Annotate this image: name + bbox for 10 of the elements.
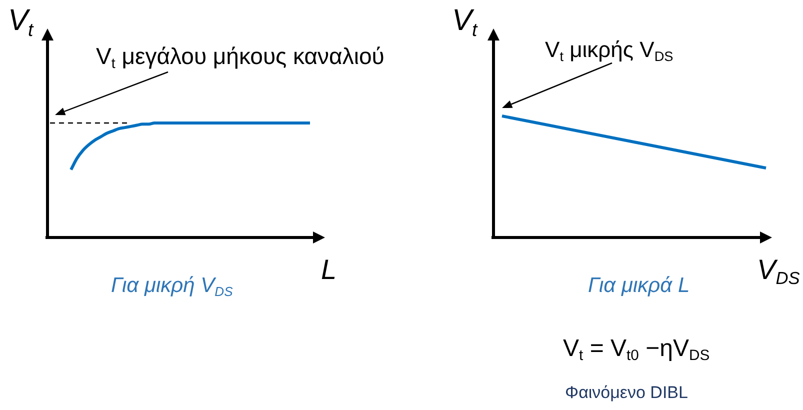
y-axis-title: V$_{t}$: [452, 4, 478, 40]
y-axis-title: V$_{t}$: [8, 4, 34, 40]
text: Για μικρή V$_{DS}$: [111, 274, 233, 299]
text: V$_{t}$ μικρής V$_{DS}$: [545, 37, 674, 64]
text: V$_{t}$ = V$_{t0}$ −ηV$_{DS}$: [563, 335, 710, 364]
x-axis-title: L: [321, 254, 337, 285]
text: Για μικρά L: [588, 274, 690, 297]
text: Φαινόμενο DIBL: [565, 383, 688, 402]
x-axis-title: V$_{DS}$: [757, 254, 800, 288]
annotation: V$_{t}$ μεγάλου μήκους καναλιού: [96, 43, 384, 72]
